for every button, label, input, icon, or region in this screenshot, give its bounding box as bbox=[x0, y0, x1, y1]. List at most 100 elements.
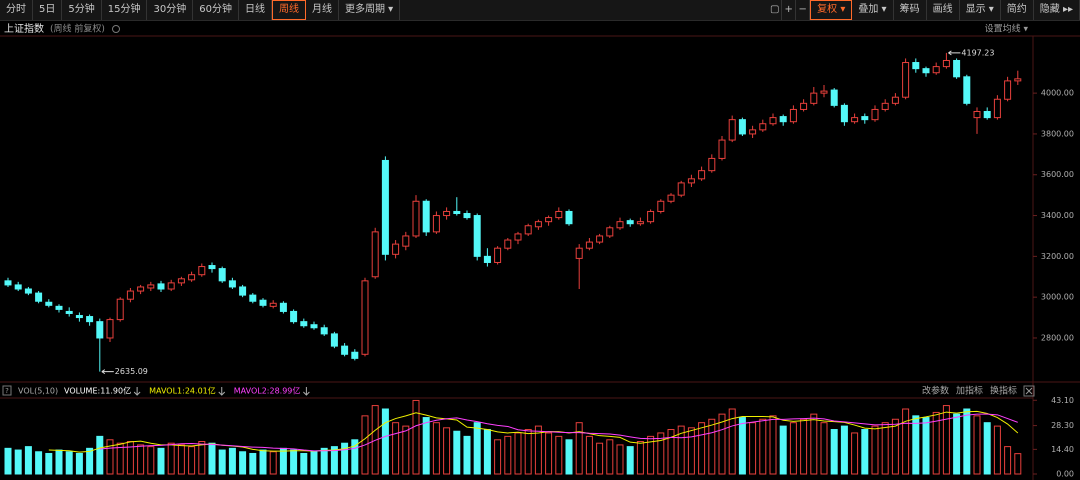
annotation-label: 2635.09 bbox=[115, 367, 148, 376]
tool-button[interactable]: 画线 bbox=[927, 0, 960, 20]
candle-body bbox=[565, 210, 573, 225]
volume-bar bbox=[983, 422, 991, 475]
volume-bar bbox=[647, 435, 655, 475]
candle-body bbox=[667, 194, 675, 202]
volume-bar bbox=[4, 447, 12, 475]
volume-bar bbox=[96, 435, 104, 475]
volume-bar bbox=[86, 447, 94, 475]
period-button[interactable]: 60分钟 bbox=[193, 0, 239, 20]
period-button[interactable]: 15分钟 bbox=[102, 0, 148, 20]
candle-body bbox=[432, 215, 440, 233]
legend-readout: MAVOL1:24.01亿 bbox=[149, 386, 216, 396]
candle-body bbox=[402, 235, 410, 247]
volume-bar bbox=[35, 451, 43, 475]
candle-body bbox=[371, 231, 379, 278]
volume-bar bbox=[483, 429, 491, 475]
y-tick-label: 3400.00 bbox=[1041, 211, 1074, 220]
volume-bar bbox=[116, 442, 124, 475]
tool-button[interactable]: 显示 ▾ bbox=[960, 0, 1001, 20]
close-cross bbox=[1025, 387, 1033, 395]
annotation-arrow bbox=[101, 369, 114, 375]
candle-body bbox=[810, 92, 818, 104]
close-icon[interactable] bbox=[1023, 385, 1035, 397]
candle-body bbox=[626, 220, 634, 225]
help-icon[interactable] bbox=[2, 385, 12, 396]
volume-bar bbox=[687, 427, 695, 475]
y-tick-label: 28.30 bbox=[1051, 421, 1074, 430]
volume-bar bbox=[473, 422, 481, 475]
volume-bar bbox=[167, 442, 175, 475]
volume-bar bbox=[504, 435, 512, 475]
lock-icon[interactable]: ▢ bbox=[768, 0, 783, 20]
volume-bar bbox=[616, 444, 624, 475]
volume-bar bbox=[891, 418, 899, 475]
candle-body bbox=[249, 294, 257, 302]
candle-body bbox=[320, 327, 328, 335]
period-group: 分时 5日 5分钟 15分钟 30分钟 60分钟 日线 周线 月线 更多周期 ▾ bbox=[0, 0, 401, 20]
candle-body bbox=[514, 233, 522, 241]
period-button[interactable]: 更多周期 ▾ bbox=[339, 0, 401, 20]
candle-body bbox=[86, 316, 94, 323]
volume-bar bbox=[698, 422, 706, 475]
candle-body bbox=[116, 298, 124, 321]
legend-arrow bbox=[133, 387, 141, 396]
period-button[interactable]: 5日 bbox=[33, 0, 63, 20]
volume-bar bbox=[24, 446, 32, 475]
zoom-out-icon[interactable]: − bbox=[796, 0, 811, 20]
candle-body bbox=[657, 200, 665, 212]
volume-bar bbox=[963, 408, 971, 475]
period-button[interactable]: 30分钟 bbox=[147, 0, 194, 20]
volume-bar bbox=[290, 449, 298, 475]
volume-bar bbox=[514, 432, 522, 475]
candle-body bbox=[596, 235, 604, 243]
period-button[interactable]: 周线 bbox=[271, 0, 306, 20]
candle-body bbox=[912, 62, 920, 70]
volume-bar bbox=[177, 444, 185, 475]
candle-body bbox=[208, 265, 216, 270]
candle-body bbox=[300, 321, 308, 327]
candle-body bbox=[932, 66, 940, 74]
tool-button[interactable]: 筹码 bbox=[894, 0, 927, 20]
candle-body bbox=[290, 310, 298, 323]
volume-bar bbox=[534, 425, 542, 475]
candle-body bbox=[789, 108, 797, 123]
candle-body bbox=[55, 305, 63, 310]
volume-bar bbox=[749, 422, 757, 475]
candle-body bbox=[218, 268, 226, 282]
candle-body bbox=[35, 292, 43, 302]
zoom-in-icon[interactable]: + bbox=[782, 0, 797, 20]
candle-body bbox=[840, 104, 848, 123]
volume-bar bbox=[636, 441, 644, 475]
ma-setting[interactable]: 设置均线 ▾ bbox=[985, 23, 1029, 35]
indicator-tool[interactable]: 换指标 bbox=[990, 385, 1017, 397]
candle-body bbox=[575, 247, 583, 259]
indicator-tool[interactable]: 加指标 bbox=[956, 385, 983, 397]
settings-icon[interactable] bbox=[112, 25, 120, 33]
period-button[interactable]: 分时 bbox=[0, 0, 33, 20]
period-button[interactable]: 5分钟 bbox=[62, 0, 102, 20]
volume-bar bbox=[198, 441, 206, 475]
indicator-tool[interactable]: 改参数 bbox=[922, 385, 949, 397]
candle-body bbox=[942, 59, 950, 68]
tool-button[interactable]: 简约 bbox=[1001, 0, 1034, 20]
tool-button[interactable]: 叠加 ▾ bbox=[852, 0, 894, 20]
candle-body bbox=[769, 117, 777, 125]
volume-bar bbox=[840, 425, 848, 475]
volume-bar bbox=[738, 417, 746, 475]
candle-body bbox=[759, 123, 767, 131]
candle-body bbox=[851, 117, 859, 123]
tool-button[interactable]: 隐藏 ▸▸ bbox=[1034, 0, 1080, 20]
candle-body bbox=[188, 274, 196, 281]
period-button[interactable]: 月线 bbox=[306, 0, 339, 20]
volume-bar bbox=[443, 427, 451, 475]
candle-body bbox=[647, 210, 655, 223]
candle-body bbox=[738, 119, 746, 135]
volume-bar bbox=[830, 429, 838, 475]
legend-readout: MAVOL2:28.99亿 bbox=[234, 386, 301, 396]
candle-body bbox=[137, 286, 145, 292]
volume-bar bbox=[432, 422, 440, 475]
volume-bar bbox=[1014, 453, 1022, 475]
period-button[interactable]: 日线 bbox=[239, 0, 272, 20]
candle-body bbox=[96, 321, 104, 339]
tool-button[interactable]: 复权 ▾ bbox=[810, 0, 853, 20]
